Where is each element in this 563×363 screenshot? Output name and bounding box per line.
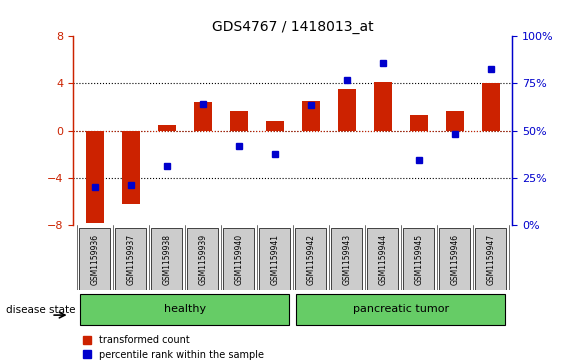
Bar bbox=[338, 89, 356, 131]
FancyBboxPatch shape bbox=[440, 228, 470, 290]
Text: GSM1159943: GSM1159943 bbox=[342, 233, 351, 285]
Text: GSM1159944: GSM1159944 bbox=[378, 233, 387, 285]
Bar bbox=[266, 121, 284, 131]
FancyBboxPatch shape bbox=[296, 294, 505, 325]
Bar bbox=[158, 125, 176, 131]
Text: GSM1159937: GSM1159937 bbox=[126, 233, 135, 285]
Bar bbox=[86, 131, 104, 223]
FancyBboxPatch shape bbox=[81, 294, 289, 325]
Text: GSM1159942: GSM1159942 bbox=[306, 233, 315, 285]
Text: GSM1159940: GSM1159940 bbox=[234, 233, 243, 285]
Bar bbox=[122, 131, 140, 204]
Text: pancreatic tumor: pancreatic tumor bbox=[352, 303, 449, 314]
Bar bbox=[410, 115, 428, 131]
Bar bbox=[374, 82, 392, 131]
FancyBboxPatch shape bbox=[224, 228, 254, 290]
Text: GSM1159947: GSM1159947 bbox=[486, 233, 495, 285]
Title: GDS4767 / 1418013_at: GDS4767 / 1418013_at bbox=[212, 20, 374, 34]
Text: healthy: healthy bbox=[164, 303, 206, 314]
Bar bbox=[302, 101, 320, 131]
Text: disease state: disease state bbox=[6, 305, 75, 315]
Bar bbox=[482, 83, 500, 131]
Bar bbox=[194, 102, 212, 131]
FancyBboxPatch shape bbox=[475, 228, 506, 290]
Text: GSM1159946: GSM1159946 bbox=[450, 233, 459, 285]
Text: GSM1159936: GSM1159936 bbox=[90, 233, 99, 285]
Text: GSM1159945: GSM1159945 bbox=[414, 233, 423, 285]
Text: GSM1159941: GSM1159941 bbox=[270, 233, 279, 285]
FancyBboxPatch shape bbox=[332, 228, 362, 290]
Legend: transformed count, percentile rank within the sample: transformed count, percentile rank withi… bbox=[78, 331, 269, 363]
FancyBboxPatch shape bbox=[404, 228, 434, 290]
FancyBboxPatch shape bbox=[115, 228, 146, 290]
FancyBboxPatch shape bbox=[296, 228, 326, 290]
FancyBboxPatch shape bbox=[187, 228, 218, 290]
FancyBboxPatch shape bbox=[79, 228, 110, 290]
FancyBboxPatch shape bbox=[368, 228, 398, 290]
FancyBboxPatch shape bbox=[260, 228, 290, 290]
Bar bbox=[230, 111, 248, 131]
FancyBboxPatch shape bbox=[151, 228, 182, 290]
Bar bbox=[446, 111, 464, 131]
Text: GSM1159938: GSM1159938 bbox=[162, 233, 171, 285]
Text: GSM1159939: GSM1159939 bbox=[198, 233, 207, 285]
